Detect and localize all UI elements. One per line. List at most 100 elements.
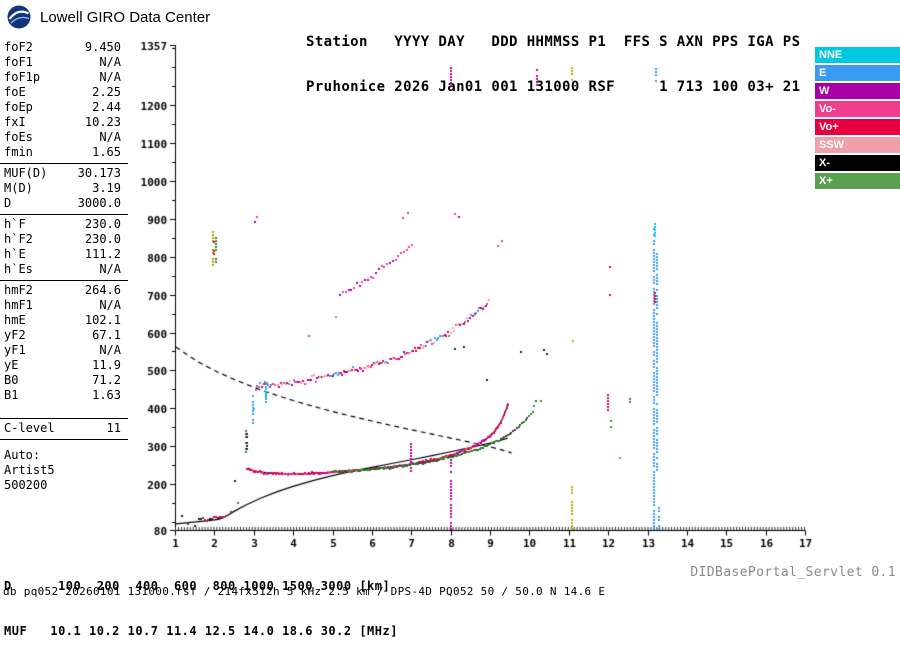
- legend-item-vo: Vo-: [815, 101, 900, 117]
- legend-item-x: X+: [815, 173, 900, 189]
- readout-row-h-e: h`E 111.2: [0, 247, 128, 262]
- readout-row-hmf1: hmF1 N/A: [0, 298, 128, 313]
- readout-label: h`E: [4, 247, 26, 261]
- readout-value: 71.2: [92, 373, 121, 387]
- readout-label: foEs: [4, 130, 33, 144]
- readout-value: 111.2: [84, 247, 121, 261]
- auto-program: Artist5: [4, 463, 55, 477]
- readout-label: fxI: [4, 115, 26, 129]
- readout-label: B0: [4, 373, 19, 387]
- muf-distance-table: D 100 200 400 600 800 1000 1500 3000 [km…: [4, 549, 398, 654]
- readout-row-ye: yE 11.9: [0, 358, 128, 373]
- readout-value: N/A: [99, 343, 121, 357]
- readout-label: foF1: [4, 55, 33, 69]
- readout-label: h`F2: [4, 232, 33, 246]
- readout-group: foF2 9.450 foF1 N/A foF1p N/A foE 2.25 foEp 2.44 f…: [0, 38, 128, 163]
- readout-value: 2.44: [92, 100, 121, 114]
- auto-label: Auto:: [4, 448, 41, 462]
- readout-value: 9.450: [84, 40, 121, 54]
- legend-item-ssw: SSW: [815, 137, 900, 153]
- readout-value: N/A: [99, 298, 121, 312]
- readout-value: 3000.0: [77, 196, 121, 210]
- readout-row-hmf2: hmF2 264.6: [0, 283, 128, 298]
- readout-label: hmF2: [4, 283, 33, 297]
- readout-label: MUF(D): [4, 166, 48, 180]
- readout-row-fxi: fxI 10.23: [0, 115, 128, 130]
- readout-label: hmE: [4, 313, 26, 327]
- distance-row: D 100 200 400 600 800 1000 1500 3000 [km…: [4, 579, 391, 593]
- readout-label: foEp: [4, 100, 33, 114]
- readout-value: N/A: [99, 70, 121, 84]
- readout-label: yE: [4, 358, 19, 372]
- readout-row-yf1: yF1 N/A: [0, 343, 128, 358]
- readout-value: 230.0: [84, 217, 121, 231]
- readout-row-d: D 3000.0: [0, 196, 128, 211]
- readout-value: 264.6: [84, 283, 121, 297]
- legend-item-nne: NNE: [815, 47, 900, 63]
- legend-item-w: W: [815, 83, 900, 99]
- readout-row-fof2: foF2 9.450: [0, 40, 128, 55]
- readout-row-fof1p: foF1p N/A: [0, 70, 128, 85]
- readout-label: B1: [4, 388, 19, 402]
- readout-value: 11.9: [92, 358, 121, 372]
- servlet-version: DIDBasePortal_Servlet 0.1: [690, 565, 896, 580]
- readout-row-h-es: h`Es N/A: [0, 262, 128, 277]
- legend-item-vo: Vo+: [815, 119, 900, 135]
- readout-value: 2.25: [92, 85, 121, 99]
- readout-group: hmF2 264.6 hmF1 N/A hmE 102.1 yF2 67.1 yF1 N/A yE 1…: [0, 280, 128, 406]
- readout-value: N/A: [99, 55, 121, 69]
- readout-label: foE: [4, 85, 26, 99]
- readout-value: N/A: [99, 130, 121, 144]
- readout-row-foes: foEs N/A: [0, 130, 128, 145]
- readout-panel: foF2 9.450 foF1 N/A foF1p N/A foE 2.25 foEp 2.44 f…: [0, 38, 128, 493]
- readout-row-m-d-: M(D) 3.19: [0, 181, 128, 196]
- readout-label: h`F: [4, 217, 26, 231]
- readout-value: 3.19: [92, 181, 121, 195]
- lowell-giro-logo-icon: [7, 5, 31, 29]
- readout-label: D: [4, 196, 12, 210]
- readout-row-muf-d-: MUF(D) 30.173: [0, 166, 128, 181]
- readout-row-foe: foE 2.25: [0, 85, 128, 100]
- readout-row-hme: hmE 102.1: [0, 313, 128, 328]
- readout-label: foF1p: [4, 70, 41, 84]
- legend-item-e: E: [815, 65, 900, 81]
- readout-groups: foF2 9.450 foF1 N/A foF1p N/A foE 2.25 foEp 2.44 f…: [0, 38, 128, 440]
- legend-item-x: X-: [815, 155, 900, 171]
- readout-row-h-f: h`F 230.0: [0, 217, 128, 232]
- readout-value: 11: [106, 421, 121, 435]
- brand-title: Lowell GIRO Data Center: [40, 8, 211, 26]
- auto-code: 500200: [4, 478, 48, 492]
- muf-row: MUF 10.1 10.2 10.7 11.4 12.5 14.0 18.6 3…: [4, 624, 398, 638]
- readout-label: foF2: [4, 40, 33, 54]
- readout-label: yF2: [4, 328, 26, 342]
- readout-value: 1.65: [92, 145, 121, 159]
- ionogram-plot: [140, 38, 816, 555]
- readout-value: 102.1: [84, 313, 121, 327]
- echo-direction-legend: NNE E W Vo- Vo+ SSW X- X+: [815, 47, 900, 191]
- readout-row-b0: B0 71.2: [0, 373, 128, 388]
- readout-value: 1.63: [92, 388, 121, 402]
- brand: Lowell GIRO Data Center: [6, 4, 210, 30]
- readout-value: N/A: [99, 262, 121, 276]
- measurement-status-line: db pq052 20260101 131000.rsf / 214fx512h…: [3, 585, 606, 598]
- auto-block: Auto: Artist5 500200: [0, 448, 128, 493]
- readout-label: M(D): [4, 181, 33, 195]
- readout-row-foep: foEp 2.44: [0, 100, 128, 115]
- readout-label: yF1: [4, 343, 26, 357]
- readout-label: fmin: [4, 145, 33, 159]
- readout-group: h`F 230.0 h`F2 230.0 h`E 111.2 h`Es N/A: [0, 214, 128, 280]
- readout-value: 10.23: [84, 115, 121, 129]
- readout-row-h-f2: h`F2 230.0: [0, 232, 128, 247]
- readout-row-fmin: fmin 1.65: [0, 145, 128, 160]
- readout-label: h`Es: [4, 262, 33, 276]
- readout-label: hmF1: [4, 298, 33, 312]
- readout-row-yf2: yF2 67.1: [0, 328, 128, 343]
- readout-row-fof1: foF1 N/A: [0, 55, 128, 70]
- readout-group: MUF(D) 30.173 M(D) 3.19 D 3000.0: [0, 163, 128, 214]
- readout-value: 67.1: [92, 328, 121, 342]
- readout-label: C-level: [4, 421, 55, 435]
- readout-group: C-level 11: [0, 418, 128, 440]
- readout-value: 230.0: [84, 232, 121, 246]
- readout-value: 30.173: [77, 166, 121, 180]
- readout-row-c-level: C-level 11: [0, 421, 128, 436]
